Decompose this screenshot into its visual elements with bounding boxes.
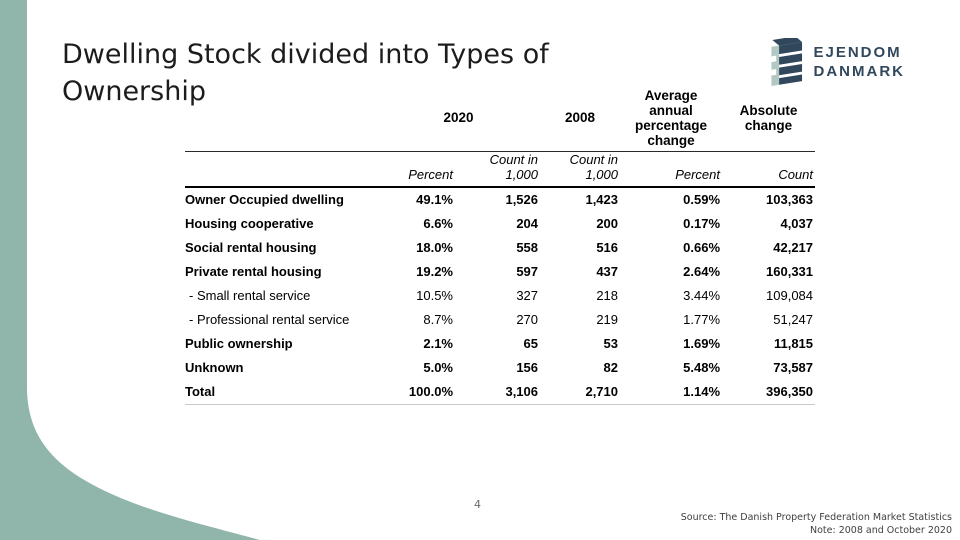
header-2020: 2020 — [377, 85, 541, 152]
header-2008: 2008 — [540, 85, 621, 152]
row-label: - Small rental service — [189, 288, 311, 303]
cell-value: 42,217 — [773, 240, 814, 255]
subheader-count-change: Count — [722, 151, 816, 188]
cell-value: 51,247 — [773, 312, 814, 327]
cell-value: 18.0% — [416, 240, 453, 255]
table-row: Private rental housing 19.2% 597 437 2.64% 16… — [185, 260, 815, 284]
source-line: Source: The Danish Property Federation M… — [680, 512, 952, 523]
cell-value: 156 — [516, 360, 539, 375]
cell-value: 100.0% — [377, 380, 455, 405]
cell-value: 103,363 — [766, 192, 814, 207]
table-header-years: 2020 2008 Average annual percentage chan… — [185, 85, 816, 152]
table-row: - Professional rental service 8.7% 270 219 1… — [185, 308, 815, 332]
cell-value: 73,587 — [773, 360, 814, 375]
header-spacer — [185, 85, 377, 152]
cell-value: 53 — [603, 336, 619, 351]
row-label: Housing cooperative — [185, 216, 314, 231]
source-note: Source: The Danish Property Federation M… — [681, 512, 952, 537]
table-row: Unknown 5.0% 156 82 5.48% 73,587 — [185, 356, 815, 380]
cell-value: 3,106 — [455, 380, 541, 405]
logo-text: EJENDOM DANMARK — [814, 43, 906, 81]
cell-value: 1.69% — [683, 336, 721, 351]
row-label: Private rental housing — [185, 264, 322, 279]
cell-value: 1.77% — [683, 312, 721, 327]
cell-value: 10.5% — [416, 288, 453, 303]
ownership-table-wrap: 2020 2008 Average annual percentage chan… — [185, 85, 816, 405]
logo-line1: EJENDOM — [813, 44, 902, 61]
cell-value: 3.44% — [683, 288, 721, 303]
cell-value: 218 — [596, 288, 619, 303]
subheader-percent-change: Percent — [620, 151, 723, 188]
page-title: Dwelling Stock divided into Types of Own… — [62, 39, 549, 107]
cell-value: 327 — [516, 288, 539, 303]
cell-value: 49.1% — [416, 192, 453, 207]
header-avg-annual-change: Average annual percentage change — [620, 85, 723, 152]
page-number: 4 — [474, 498, 481, 511]
logo-building-icon — [770, 38, 802, 86]
cell-value: 200 — [596, 216, 619, 231]
cell-value: 1,526 — [505, 192, 539, 207]
logo-line2: DANMARK — [813, 63, 905, 80]
cell-value: 109,084 — [766, 288, 814, 303]
subheader-percent-2020: Percent — [377, 151, 455, 188]
cell-value: 219 — [596, 312, 619, 327]
table-row: - Small rental service 10.5% 327 218 3.44% 10… — [185, 284, 815, 308]
logo: EJENDOM DANMARK — [759, 38, 906, 86]
cell-value: 516 — [596, 240, 619, 255]
note-line: Note: 2008 and October 2020 — [809, 524, 952, 536]
header-spacer — [185, 151, 377, 188]
cell-value: 396,350 — [722, 380, 816, 405]
cell-value: 82 — [603, 360, 619, 375]
cell-value: 0.59% — [683, 192, 721, 207]
table-row: Social rental housing 18.0% 558 516 0.66% 42,… — [185, 236, 815, 260]
cell-value: 11,815 — [773, 336, 814, 351]
cell-value: 1.14% — [620, 380, 723, 405]
table-row: Total 100.0% 3,106 2,710 1.14% 396,350 — [185, 380, 816, 405]
cell-value: 2.64% — [683, 264, 721, 279]
row-label: - Professional rental service — [189, 312, 350, 327]
cell-value: 5.48% — [683, 360, 721, 375]
cell-value: 204 — [516, 216, 539, 231]
cell-value: 6.6% — [423, 216, 453, 231]
cell-value: 0.17% — [683, 216, 721, 231]
cell-value: 4,037 — [780, 216, 814, 231]
cell-value: 65 — [523, 336, 539, 351]
cell-value: 0.66% — [683, 240, 721, 255]
bottom-swoosh — [0, 365, 260, 540]
subheader-count-2020: Count in 1,000 — [455, 151, 541, 188]
row-label: Social rental housing — [185, 240, 317, 255]
table-row: Housing cooperative 6.6% 204 200 0.17% 4,037 — [185, 212, 815, 236]
table-header-units: Percent Count in 1,000 Count in 1,000 Pe… — [185, 151, 816, 188]
header-absolute-change: Absolute change — [722, 85, 816, 152]
table-body: Owner Occupied dwelling 49.1% 1,526 1,423 0.… — [185, 187, 816, 405]
ownership-table: 2020 2008 Average annual percentage chan… — [185, 85, 816, 405]
cell-value: 270 — [516, 312, 539, 327]
cell-value: 437 — [596, 264, 619, 279]
cell-value: 160,331 — [766, 264, 814, 279]
cell-value: 1,423 — [585, 192, 619, 207]
cell-value: 19.2% — [416, 264, 453, 279]
cell-value: 8.7% — [423, 312, 453, 327]
row-label: Public ownership — [185, 336, 293, 351]
row-label: Total — [185, 380, 377, 405]
row-label: Owner Occupied dwelling — [185, 192, 344, 207]
cell-value: 5.0% — [423, 360, 453, 375]
cell-value: 558 — [516, 240, 539, 255]
table-row: Owner Occupied dwelling 49.1% 1,526 1,423 0.… — [185, 187, 815, 212]
subheader-count-2008: Count in 1,000 — [540, 151, 621, 188]
cell-value: 597 — [516, 264, 539, 279]
cell-value: 2.1% — [423, 336, 453, 351]
row-label: Unknown — [185, 360, 244, 375]
table-row: Public ownership 2.1% 65 53 1.69% 11,815 — [185, 332, 815, 356]
cell-value: 2,710 — [540, 380, 621, 405]
